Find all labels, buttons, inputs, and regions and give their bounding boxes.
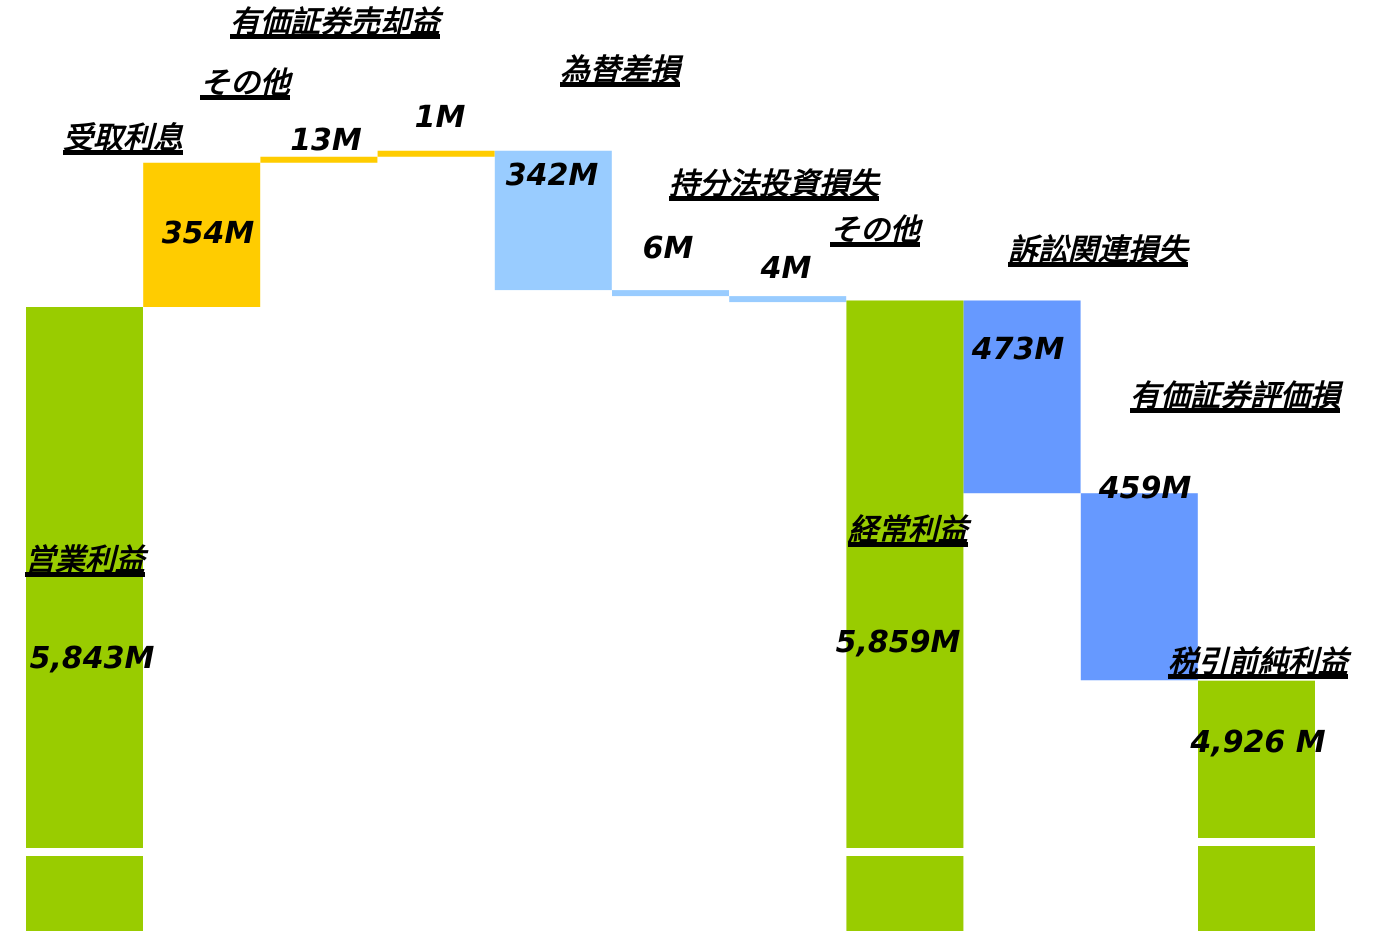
bar-decrease-9 [1080,493,1198,681]
category-label-2: その他 [200,66,294,101]
value-label-10: 4,926 M [1189,725,1325,760]
category-label-0: 営業利益 [25,543,149,578]
bars-layer [26,150,1315,931]
bar-total-base-7 [846,856,964,931]
value-label-0: 5,843M [30,641,155,676]
value-label-6: 4M [760,251,812,286]
category-label-8: 訴訟関連損失 [1008,233,1190,268]
value-label-9: 459M [1098,471,1192,506]
bar-decrease-4 [494,150,612,291]
bar-total-10 [1198,680,1315,838]
category-label-4: 為替差損 [560,53,684,88]
labels-layer: 営業利益受取利息その他有価証券売却益為替差損持分法投資損失その他経常利益訴訟関連… [25,5,1352,760]
value-label-8: 473M [971,332,1065,367]
bar-total-7 [846,300,964,849]
category-label-1: 受取利息 [63,121,184,156]
value-label-3: 1M [415,100,466,135]
bar-decrease-6 [729,296,847,303]
bar-total-0 [26,307,143,848]
value-label-5: 6M [643,231,694,266]
bar-increase-2 [260,156,378,163]
bar-decrease-8 [963,300,1081,494]
category-label-7: 経常利益 [847,513,972,548]
bar-total-base-0 [26,856,143,931]
value-label-7: 5,859M [836,625,961,660]
category-label-10: 税引前純利益 [1168,645,1352,680]
category-label-3: 有価証券売却益 [230,5,444,40]
value-label-1: 354M [162,216,255,251]
bar-increase-3 [377,150,495,157]
value-label-2: 13M [290,123,362,158]
category-label-9: 有価証券評価損 [1130,379,1344,414]
bar-increase-1 [143,162,261,307]
value-label-4: 342M [506,158,599,193]
bar-total-base-10 [1198,846,1315,931]
bar-decrease-5 [612,290,729,297]
category-label-6: その他 [830,213,924,248]
category-label-5: 持分法投資損失 [669,167,881,202]
